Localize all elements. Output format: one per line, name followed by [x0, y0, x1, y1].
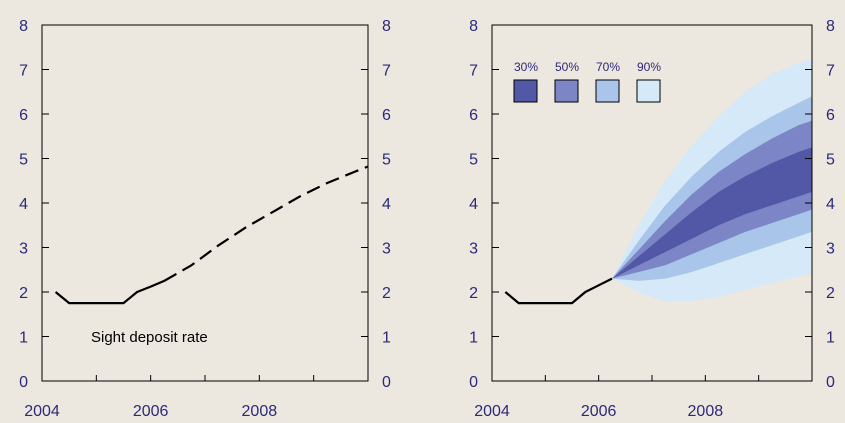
y-tick-label-left: 6 [469, 107, 478, 124]
y-tick-label-left: 8 [19, 18, 28, 35]
y-tick-label-left: 4 [469, 196, 478, 213]
y-tick-label-right: 5 [826, 152, 835, 169]
y-tick-label-right: 2 [826, 285, 835, 302]
history-line [504, 277, 613, 305]
y-tick-label-left: 3 [469, 241, 478, 258]
fan-band-30 [612, 147, 812, 279]
y-tick-label-right: 4 [382, 196, 391, 213]
y-tick-label-left: 5 [19, 152, 28, 169]
series-line-solid [54, 279, 165, 305]
y-tick-label-right: 0 [826, 374, 835, 391]
x-tick-label: 2008 [688, 403, 724, 420]
x-tick-label: 2006 [133, 403, 169, 420]
y-tick-label-left: 7 [469, 63, 478, 80]
y-tick-label-right: 5 [382, 152, 391, 169]
y-tick-label-right: 0 [382, 374, 391, 391]
legend-swatch-70 [595, 79, 620, 103]
y-tick-label-right: 1 [826, 330, 835, 347]
legend-label-50: 50% [555, 60, 579, 74]
series-line-dashed [163, 165, 369, 282]
y-tick-label-left: 6 [19, 107, 28, 124]
y-tick-label-right: 7 [826, 63, 835, 80]
y-tick-label-right: 7 [382, 63, 391, 80]
x-tick-label: 2004 [474, 403, 510, 420]
legend-swatch-30 [513, 79, 538, 103]
legend-swatch-50 [554, 79, 579, 103]
y-tick-label-right: 8 [382, 18, 391, 35]
y-tick-label-left: 1 [469, 330, 478, 347]
y-tick-label-left: 8 [469, 18, 478, 35]
y-tick-label-left: 0 [19, 374, 28, 391]
right-chart-panel: 0 0 1 1 2 2 3 3 4 4 5 5 6 6 7 7 8 8 2004 2006 2008 30% 50% 70% 9… [469, 18, 835, 420]
legend-swatch-90 [636, 79, 661, 103]
y-tick-label-left: 3 [19, 241, 28, 258]
y-tick-label-left: 0 [469, 374, 478, 391]
x-tick-label: 2008 [242, 403, 278, 420]
y-tick-label-right: 8 [826, 18, 835, 35]
y-tick-label-right: 6 [826, 107, 835, 124]
x-tick-label: 2004 [24, 403, 60, 420]
y-tick-label-left: 2 [469, 285, 478, 302]
left-chart-panel: 0 0 1 1 2 2 3 3 4 4 5 5 6 6 7 7 8 8 2004 2006 2008 Sight depo… [19, 18, 391, 420]
x-tick-label: 2006 [581, 403, 617, 420]
legend-label-30: 30% [514, 60, 538, 74]
y-tick-label-left: 7 [19, 63, 28, 80]
y-tick-label-right: 4 [826, 196, 835, 213]
legend-label-90: 90% [637, 60, 661, 74]
annotation-sight-deposit-rate: Sight deposit rate [91, 329, 208, 346]
y-tick-label-right: 6 [382, 107, 391, 124]
y-tick-label-left: 1 [19, 330, 28, 347]
y-tick-label-right: 1 [382, 330, 391, 347]
y-tick-label-right: 2 [382, 285, 391, 302]
y-tick-label-left: 5 [469, 152, 478, 169]
y-tick-label-right: 3 [382, 241, 391, 258]
y-tick-label-right: 3 [826, 241, 835, 258]
legend-label-70: 70% [596, 60, 620, 74]
y-tick-label-left: 4 [19, 196, 28, 213]
y-tick-label-left: 2 [19, 285, 28, 302]
